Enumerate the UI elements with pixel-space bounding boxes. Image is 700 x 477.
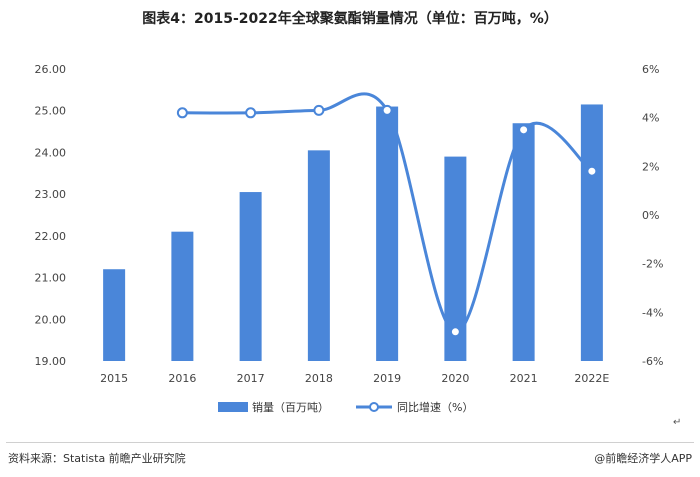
bar <box>239 192 262 361</box>
bar <box>376 106 399 362</box>
footer-divider <box>6 442 694 443</box>
y-left-tick-label: 26.00 <box>35 63 67 76</box>
legend-line-marker <box>369 402 379 412</box>
y-left-tick-label: 19.00 <box>35 355 67 368</box>
y-right-tick-label: 0% <box>642 209 659 222</box>
y-right-tick-label: -4% <box>642 306 663 319</box>
growth-point <box>518 124 530 136</box>
y-left-tick-label: 22.00 <box>35 230 67 243</box>
x-tick-label: 2020 <box>441 372 469 385</box>
legend-bar-label: 销量（百万吨） <box>252 400 329 414</box>
legend-bar-swatch <box>218 402 248 412</box>
bar <box>444 156 467 361</box>
bar <box>580 104 603 361</box>
y-left-tick-label: 24.00 <box>35 146 67 159</box>
x-tick-label: 2017 <box>237 372 265 385</box>
y-right-tick-label: 6% <box>642 63 659 76</box>
bar <box>103 269 126 361</box>
y-right-tick-label: -2% <box>642 258 663 271</box>
y-right-tick-label: -6% <box>642 355 663 368</box>
brand-credit: @前瞻经济学人APP <box>594 452 692 465</box>
x-tick-label: 2015 <box>100 372 128 385</box>
y-left-tick-label: 20.00 <box>35 313 67 326</box>
x-tick-label: 2018 <box>305 372 333 385</box>
y-left-tick-label: 21.00 <box>35 272 67 285</box>
growth-point <box>176 107 188 119</box>
source-note: 资料来源：Statista 前瞻产业研究院 <box>8 452 186 465</box>
bar <box>512 123 535 361</box>
y-right-tick-label: 4% <box>642 112 659 125</box>
x-tick-label: 2019 <box>373 372 401 385</box>
x-tick-label: 2016 <box>168 372 196 385</box>
legend-line-label: 同比增速（%） <box>397 400 473 414</box>
bar <box>171 231 194 361</box>
x-tick-label: 2021 <box>510 372 538 385</box>
y-right-tick-label: 2% <box>642 160 659 173</box>
growth-point <box>586 165 598 177</box>
bar <box>307 150 330 361</box>
y-left-tick-label: 25.00 <box>35 105 67 118</box>
growth-point <box>313 104 325 116</box>
growth-point <box>449 326 461 338</box>
growth-point <box>381 104 393 116</box>
y-left-tick-label: 23.00 <box>35 188 67 201</box>
x-tick-label: 2022E <box>574 372 609 385</box>
return-mark: ↵ <box>673 417 682 428</box>
growth-point <box>245 107 257 119</box>
chart-title: 图表4：2015-2022年全球聚氨酯销量情况（单位：百万吨，%） <box>142 11 558 27</box>
